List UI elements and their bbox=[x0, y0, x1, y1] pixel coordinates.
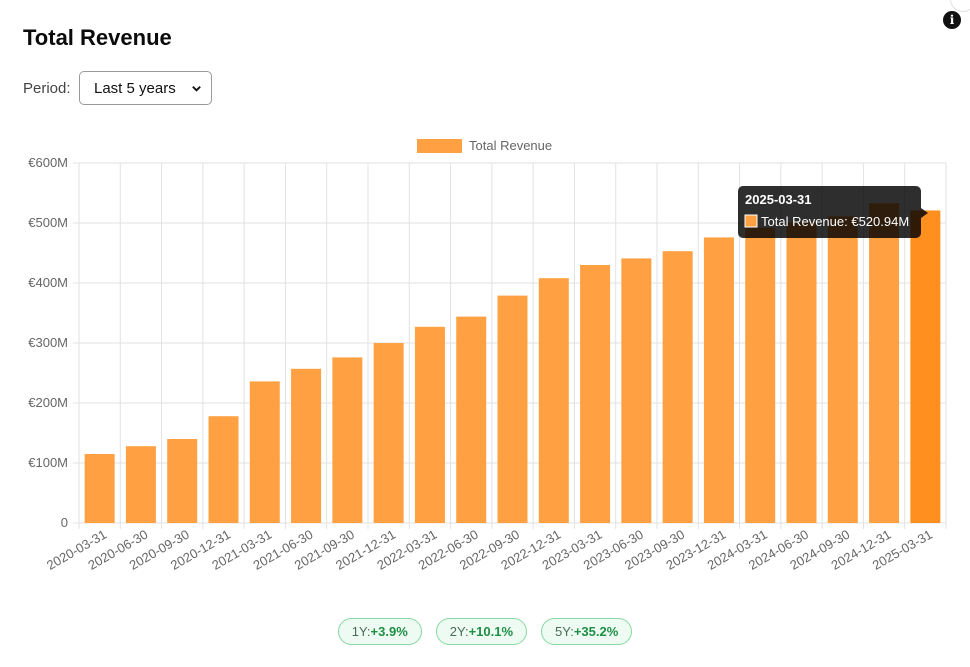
period-select-value: Last 5 years bbox=[94, 79, 176, 97]
legend-label: Total Revenue bbox=[469, 138, 552, 153]
bar[interactable] bbox=[125, 446, 156, 523]
growth-badges: 1Y: +3.9% 2Y: +10.1% 5Y: +35.2% bbox=[0, 618, 970, 645]
bar[interactable] bbox=[456, 316, 487, 523]
bar[interactable] bbox=[373, 343, 404, 523]
period-label: Period: bbox=[23, 80, 71, 97]
bar[interactable] bbox=[538, 278, 569, 523]
bar[interactable] bbox=[621, 258, 652, 523]
bar[interactable] bbox=[167, 439, 198, 523]
tooltip bbox=[738, 186, 921, 238]
y-tick-label: €600M bbox=[28, 155, 68, 170]
chevron-down-icon bbox=[192, 85, 201, 92]
legend-swatch bbox=[417, 139, 462, 153]
growth-badge-label: 1Y: bbox=[351, 624, 371, 639]
tooltip-swatch bbox=[744, 214, 758, 228]
page-title: Total Revenue bbox=[23, 25, 172, 50]
y-tick-label: €500M bbox=[28, 215, 68, 230]
bar[interactable] bbox=[910, 210, 941, 523]
y-tick-label: €300M bbox=[28, 335, 68, 350]
y-tick-label: €100M bbox=[28, 455, 68, 470]
bar[interactable] bbox=[208, 416, 239, 523]
tooltip-text: Total Revenue: €520.94M bbox=[761, 214, 909, 229]
growth-badge-value: +3.9% bbox=[370, 624, 408, 639]
y-tick-label: 0 bbox=[61, 515, 68, 530]
period-select[interactable]: Last 5 years bbox=[79, 71, 212, 105]
bar[interactable] bbox=[414, 326, 445, 523]
bar[interactable] bbox=[745, 227, 776, 524]
bar[interactable] bbox=[580, 265, 611, 523]
y-tick-label: €200M bbox=[28, 395, 68, 410]
tooltip-title: 2025-03-31 bbox=[745, 192, 812, 207]
bar[interactable] bbox=[332, 357, 363, 523]
bar[interactable] bbox=[827, 216, 858, 523]
bar[interactable] bbox=[869, 203, 900, 523]
growth-badge-value: +10.1% bbox=[468, 624, 514, 639]
bar[interactable] bbox=[786, 222, 817, 523]
bar[interactable] bbox=[84, 454, 115, 523]
bar[interactable] bbox=[497, 295, 528, 523]
bar[interactable] bbox=[249, 381, 280, 523]
y-tick-label: €400M bbox=[28, 275, 68, 290]
bar[interactable] bbox=[291, 368, 322, 523]
growth-badge-2y: 2Y: +10.1% bbox=[435, 618, 528, 645]
tooltip-caret bbox=[921, 208, 928, 218]
growth-badge-value: +35.2% bbox=[573, 624, 619, 639]
growth-badge-label: 5Y: bbox=[555, 624, 574, 639]
growth-badge-label: 2Y: bbox=[449, 624, 469, 639]
growth-badge-5y: 5Y: +35.2% bbox=[541, 618, 633, 645]
bar[interactable] bbox=[662, 251, 693, 523]
info-circle-icon[interactable]: i bbox=[943, 11, 961, 29]
revenue-bar-chart: 0€100M€200M€300M€400M€500M€600M2020-03-3… bbox=[28, 138, 947, 573]
growth-badge-1y: 1Y: +3.9% bbox=[337, 618, 422, 645]
bar[interactable] bbox=[703, 237, 734, 523]
